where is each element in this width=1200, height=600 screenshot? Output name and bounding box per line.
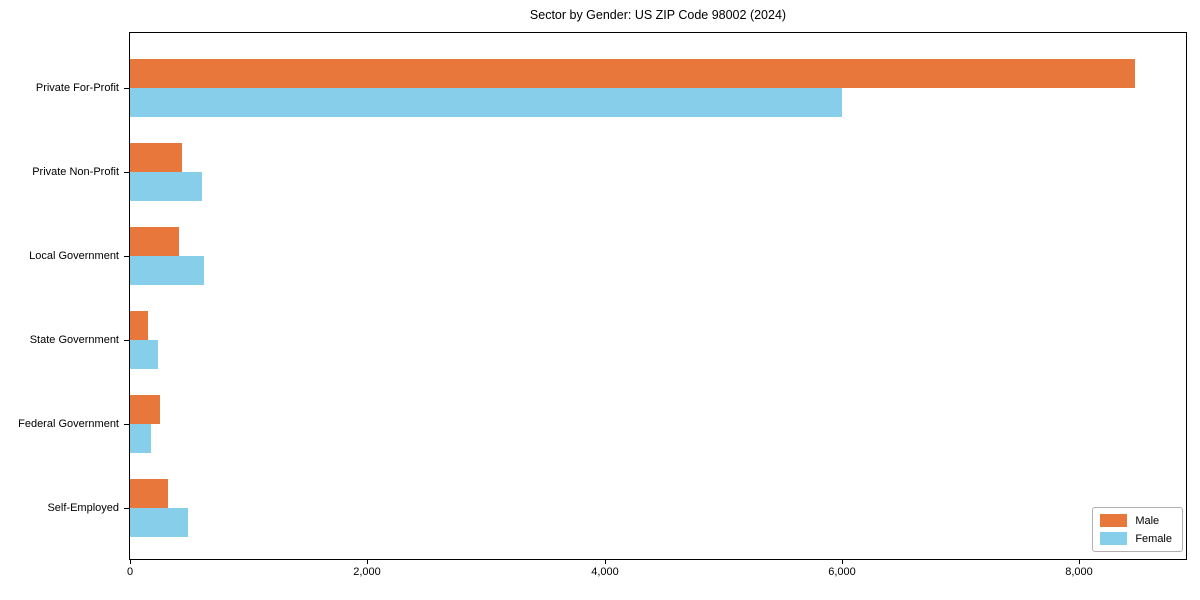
bar-female-state-government [130,340,158,369]
x-axis-tick [130,560,131,564]
chart-title: Sector by Gender: US ZIP Code 98002 (202… [529,8,787,22]
bar-male-self-employed [130,479,168,508]
x-axis-tick-label-8000: 8,000 [1065,566,1093,578]
bar-female-federal-government [130,424,151,453]
y-axis-tick [124,256,129,257]
y-axis-label-private-non-profit: Private Non-Profit [32,166,119,178]
x-axis-tick-label-0: 0 [126,566,134,578]
bar-female-private-non-profit [130,172,202,201]
y-axis-tick [124,424,129,425]
x-axis-tick [842,560,843,564]
y-axis-label-state-government: State Government [29,334,119,346]
legend-item-male: Male [1100,514,1172,527]
x-axis-tick [367,560,368,564]
y-axis-tick [124,88,129,89]
x-axis-tick-label-4000: 4,000 [591,566,619,578]
bar-male-private-non-profit [130,143,182,172]
y-axis-label-local-government: Local Government [29,250,119,262]
x-axis-tick-label-2000: 2,000 [353,566,381,578]
bar-male-federal-government [130,395,160,424]
bar-female-local-government [130,256,204,285]
legend: Male Female [1092,507,1183,552]
male-series-swatch [1100,514,1128,527]
legend-label-male: Male [1135,514,1160,527]
legend-label-female: Female [1135,532,1172,545]
bar-male-private-for-profit [130,59,1135,88]
bar-female-private-for-profit [130,88,842,117]
y-axis-label-self-employed: Self-Employed [47,502,119,514]
legend-item-female: Female [1100,532,1172,545]
plot-area: Male Female [129,32,1187,560]
female-series-swatch [1100,532,1128,545]
y-axis-label-federal-government: Federal Government [18,418,119,430]
y-axis-tick [124,172,129,173]
bar-female-self-employed [130,508,188,537]
x-axis-tick-label-6000: 6,000 [828,566,856,578]
x-axis-tick [605,560,606,564]
y-axis-tick [124,508,129,509]
x-axis-tick [1079,560,1080,564]
bar-male-state-government [130,311,148,340]
y-axis-tick [124,340,129,341]
y-axis-label-private-for-profit: Private For-Profit [35,82,119,94]
bar-male-local-government [130,227,179,256]
